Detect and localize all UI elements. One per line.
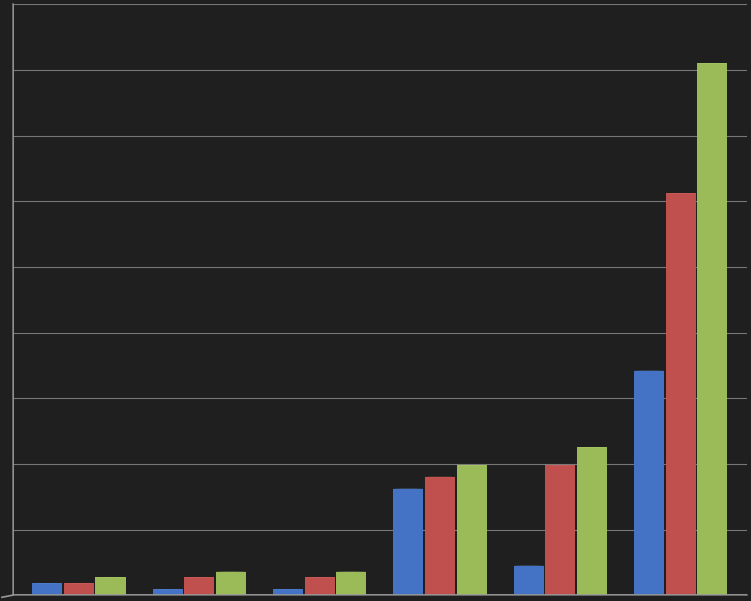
Bar — [394, 489, 424, 595]
Bar — [336, 572, 366, 595]
Bar — [425, 477, 455, 595]
Bar — [64, 584, 94, 595]
Bar — [216, 572, 246, 595]
Bar — [697, 63, 727, 595]
Bar — [32, 584, 62, 595]
Bar — [665, 194, 695, 595]
Bar — [184, 578, 214, 595]
Bar — [545, 465, 575, 595]
Bar — [273, 589, 303, 595]
Bar — [577, 447, 607, 595]
Bar — [634, 371, 664, 595]
Bar — [152, 589, 182, 595]
Bar — [457, 465, 487, 595]
Bar — [514, 566, 544, 595]
Bar — [95, 578, 125, 595]
Bar — [305, 578, 335, 595]
